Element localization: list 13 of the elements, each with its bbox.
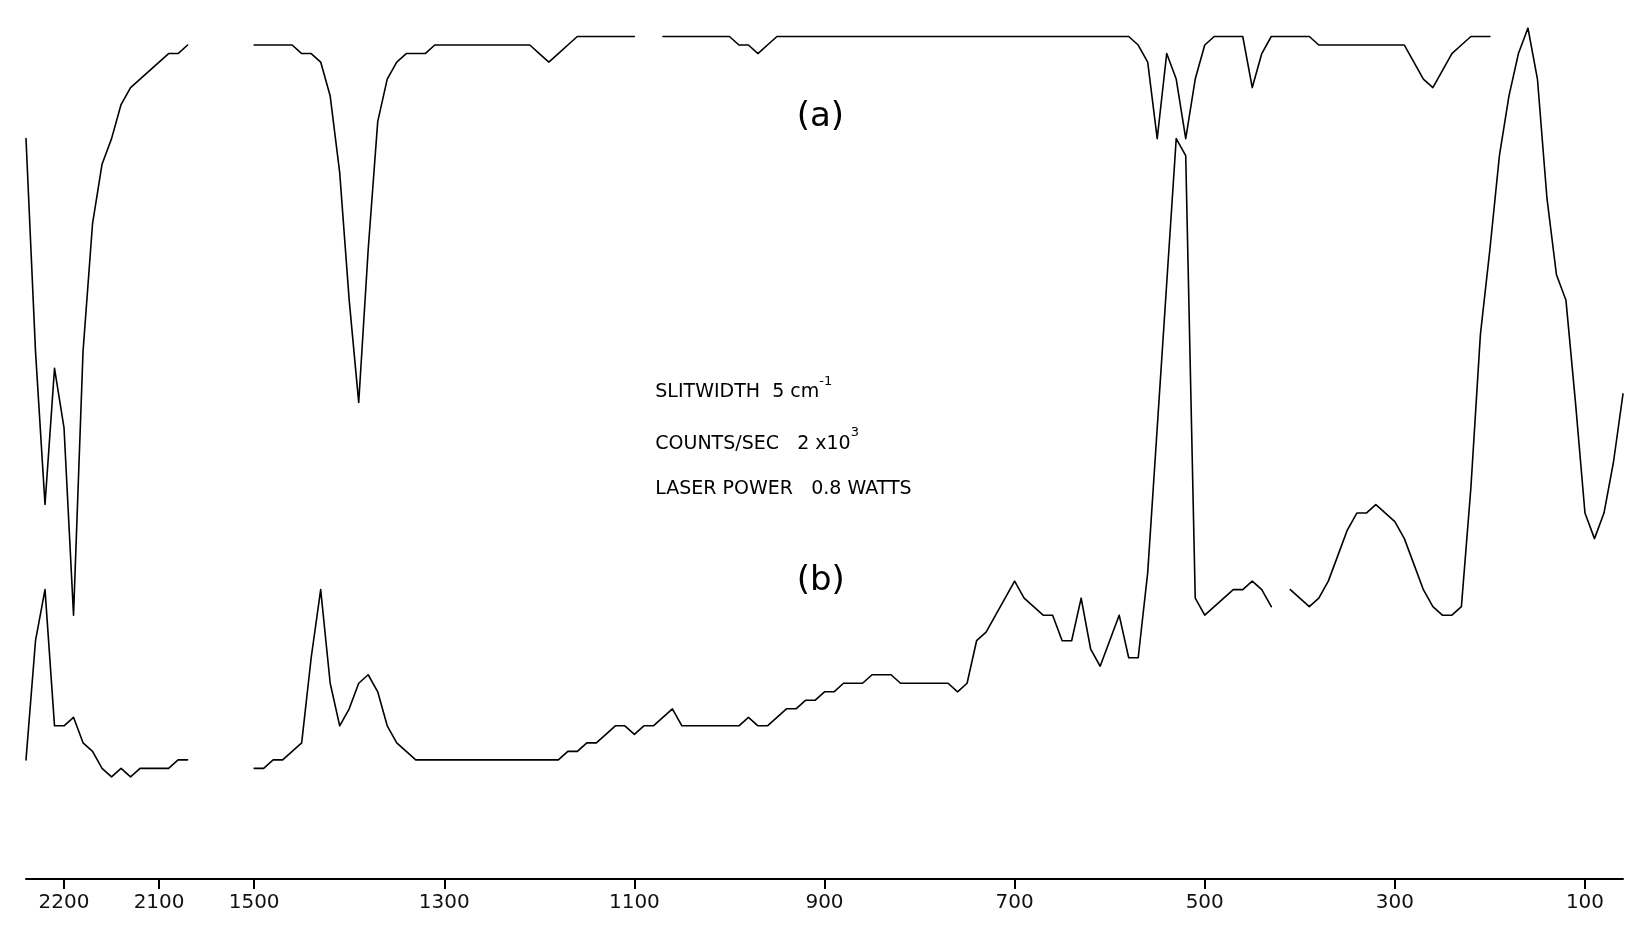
text: (b) — [796, 557, 845, 598]
series-label: (a) — [796, 94, 845, 135]
x-tick-label: 500 — [1185, 889, 1224, 913]
x-tick-label: 1100 — [608, 889, 660, 913]
x-tick-label: 100 — [1565, 889, 1605, 913]
x-tick-label: 1500 — [228, 889, 280, 913]
x-tick-label: 1300 — [418, 889, 470, 913]
x-tick-label: 900 — [805, 889, 844, 913]
x-tick-label: 2200 — [38, 889, 90, 913]
x-tick-label: 700 — [995, 889, 1034, 913]
x-tick-label: 300 — [1375, 889, 1414, 913]
x-tick-label: 2100 — [133, 889, 185, 913]
annotation: LASER POWER 0.8 WATTS — [655, 475, 912, 498]
